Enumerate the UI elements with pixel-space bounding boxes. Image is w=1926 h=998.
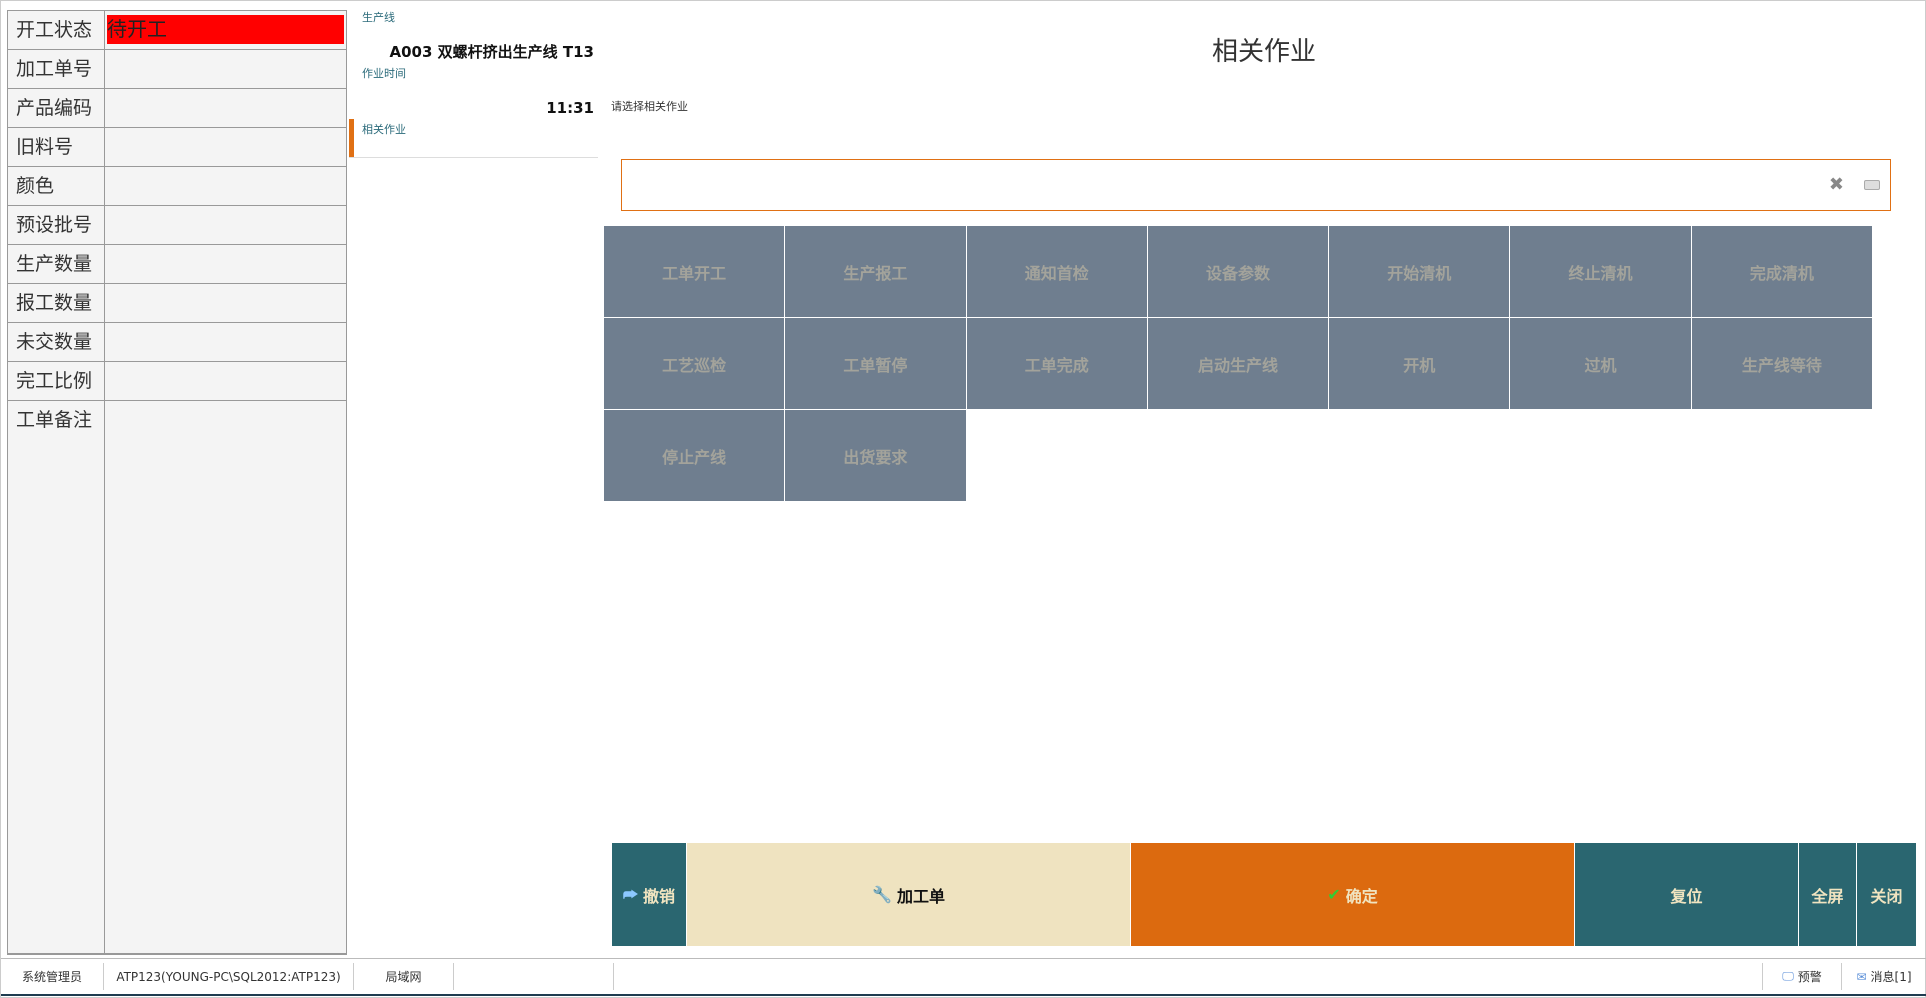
info-value-cell [105, 245, 346, 283]
info-value [107, 327, 344, 356]
info-value-cell [105, 362, 346, 400]
info-value [107, 132, 344, 161]
action-button[interactable]: 开始清机 [1329, 226, 1510, 317]
bottom-toolbar: ⮫ 撤销 🔧 加工单 ✔ 确定 复位 全屏 关闭 [612, 843, 1916, 946]
line-label: 生产线 [362, 11, 395, 24]
info-label: 预设批号 [8, 206, 105, 244]
info-value [107, 249, 344, 278]
info-value-cell: 待开工 [105, 11, 346, 49]
work-order-button[interactable]: 🔧 加工单 [687, 843, 1130, 946]
status-user: 系统管理员 [1, 963, 104, 990]
info-label: 完工比例 [8, 362, 105, 400]
info-row: 开工状态 待开工 [8, 11, 346, 50]
wrench-icon: 🔧 [872, 885, 892, 904]
info-value [107, 54, 344, 83]
info-label: 未交数量 [8, 323, 105, 361]
info-label: 加工单号 [8, 50, 105, 88]
info-row: 生产数量 [8, 245, 346, 284]
action-button[interactable]: 启动生产线 [1147, 318, 1329, 409]
info-row: 预设批号 [8, 206, 346, 245]
undo-button[interactable]: ⮫ 撤销 [612, 843, 686, 946]
clear-icon[interactable]: ✖ [1828, 174, 1844, 195]
action-button[interactable]: 完成清机 [1691, 226, 1872, 317]
info-value-cell [105, 50, 346, 88]
action-button[interactable]: 工单开工 [604, 226, 785, 317]
action-button[interactable]: 通知首检 [966, 226, 1147, 317]
undo-icon: ⮫ [623, 884, 638, 904]
info-label: 旧料号 [8, 128, 105, 166]
action-button[interactable]: 工艺巡检 [604, 318, 785, 409]
action-button[interactable]: 停止产线 [604, 410, 785, 501]
action-button[interactable]: 工单暂停 [785, 318, 966, 409]
notes-label: 工单备注 [8, 401, 105, 953]
work-order-info-table: 开工状态 待开工 加工单号 产品编码 旧料号 颜色 预设批号 生产数量 报工数量 未交数量 完工比例… [7, 10, 347, 955]
action-button[interactable]: 出货要求 [785, 410, 966, 501]
monitor-icon: 🖵 [1782, 969, 1794, 983]
status-network: 局域网 [354, 963, 454, 990]
action-button[interactable]: 开机 [1329, 318, 1510, 409]
action-button[interactable]: 设备参数 [1147, 226, 1329, 317]
status-database: ATP123(YOUNG-PC\SQL2012:ATP123) [104, 963, 354, 990]
info-value-cell [105, 284, 346, 322]
messages-button[interactable]: ✉ 消息[1] [1842, 963, 1926, 990]
info-row: 颜色 [8, 167, 346, 206]
hint-text: 请选择相关作业 [611, 100, 688, 113]
info-value [107, 210, 344, 239]
reset-button[interactable]: 复位 [1575, 843, 1798, 946]
info-label: 开工状态 [8, 11, 105, 49]
info-value: 待开工 [107, 15, 344, 44]
alert-label: 预警 [1797, 970, 1822, 984]
related-job-item[interactable]: 相关作业 [349, 119, 598, 158]
info-label: 生产数量 [8, 245, 105, 283]
confirm-label: 确定 [1345, 886, 1378, 906]
info-value [107, 366, 344, 395]
action-grid: 工单开工 生产报工 通知首检 设备参数 开始清机 终止清机 完成清机工艺巡检 工单暂停 工单完成… [604, 226, 1872, 501]
info-value [107, 93, 344, 122]
work-order-label: 加工单 [896, 886, 945, 906]
info-value [107, 288, 344, 317]
info-value-cell [105, 167, 346, 205]
check-icon: ✔ [1327, 885, 1341, 904]
messages-label: 消息[1] [1870, 970, 1912, 984]
info-value-cell [105, 323, 346, 361]
action-button[interactable]: 工单完成 [966, 318, 1147, 409]
info-value-cell [105, 128, 346, 166]
keyboard-icon[interactable] [1864, 180, 1880, 190]
info-value-cell [105, 89, 346, 127]
notes-value [105, 401, 346, 953]
info-row: 加工单号 [8, 50, 346, 89]
action-button[interactable]: 生产报工 [785, 226, 966, 317]
info-label: 产品编码 [8, 89, 105, 127]
info-row: 旧料号 [8, 128, 346, 167]
info-row: 完工比例 [8, 362, 346, 401]
selected-indicator [349, 119, 354, 157]
notes-row: 工单备注 [8, 401, 346, 954]
action-button[interactable]: 终止清机 [1510, 226, 1691, 317]
confirm-button[interactable]: ✔ 确定 [1131, 843, 1574, 946]
fullscreen-button[interactable]: 全屏 [1799, 843, 1856, 946]
info-value-cell [105, 206, 346, 244]
status-empty [454, 963, 614, 990]
info-row: 未交数量 [8, 323, 346, 362]
status-bar: 系统管理员 ATP123(YOUNG-PC\SQL2012:ATP123) 局域… [1, 958, 1926, 996]
alert-button[interactable]: 🖵 预警 [1762, 963, 1842, 990]
info-row: 报工数量 [8, 284, 346, 323]
time-label: 作业时间 [362, 67, 406, 80]
info-label: 颜色 [8, 167, 105, 205]
related-job-label: 相关作业 [362, 123, 406, 136]
action-button[interactable]: 生产线等待 [1691, 318, 1872, 409]
line-value: A003 双螺杆挤出生产线 T13 [389, 43, 594, 61]
undo-label: 撤销 [642, 886, 675, 906]
close-button[interactable]: 关闭 [1857, 843, 1916, 946]
info-row: 产品编码 [8, 89, 346, 128]
page-title: 相关作业 [1211, 37, 1316, 67]
info-value [107, 171, 344, 200]
time-value: 11:31 [546, 99, 594, 117]
action-button[interactable]: 过机 [1510, 318, 1691, 409]
job-search-input[interactable]: ✖ [621, 159, 1891, 211]
info-panel: 生产线 A003 双螺杆挤出生产线 T13 作业时间 11:31 相关作业 [349, 1, 598, 957]
mail-icon: ✉ [1856, 969, 1867, 984]
info-label: 报工数量 [8, 284, 105, 322]
